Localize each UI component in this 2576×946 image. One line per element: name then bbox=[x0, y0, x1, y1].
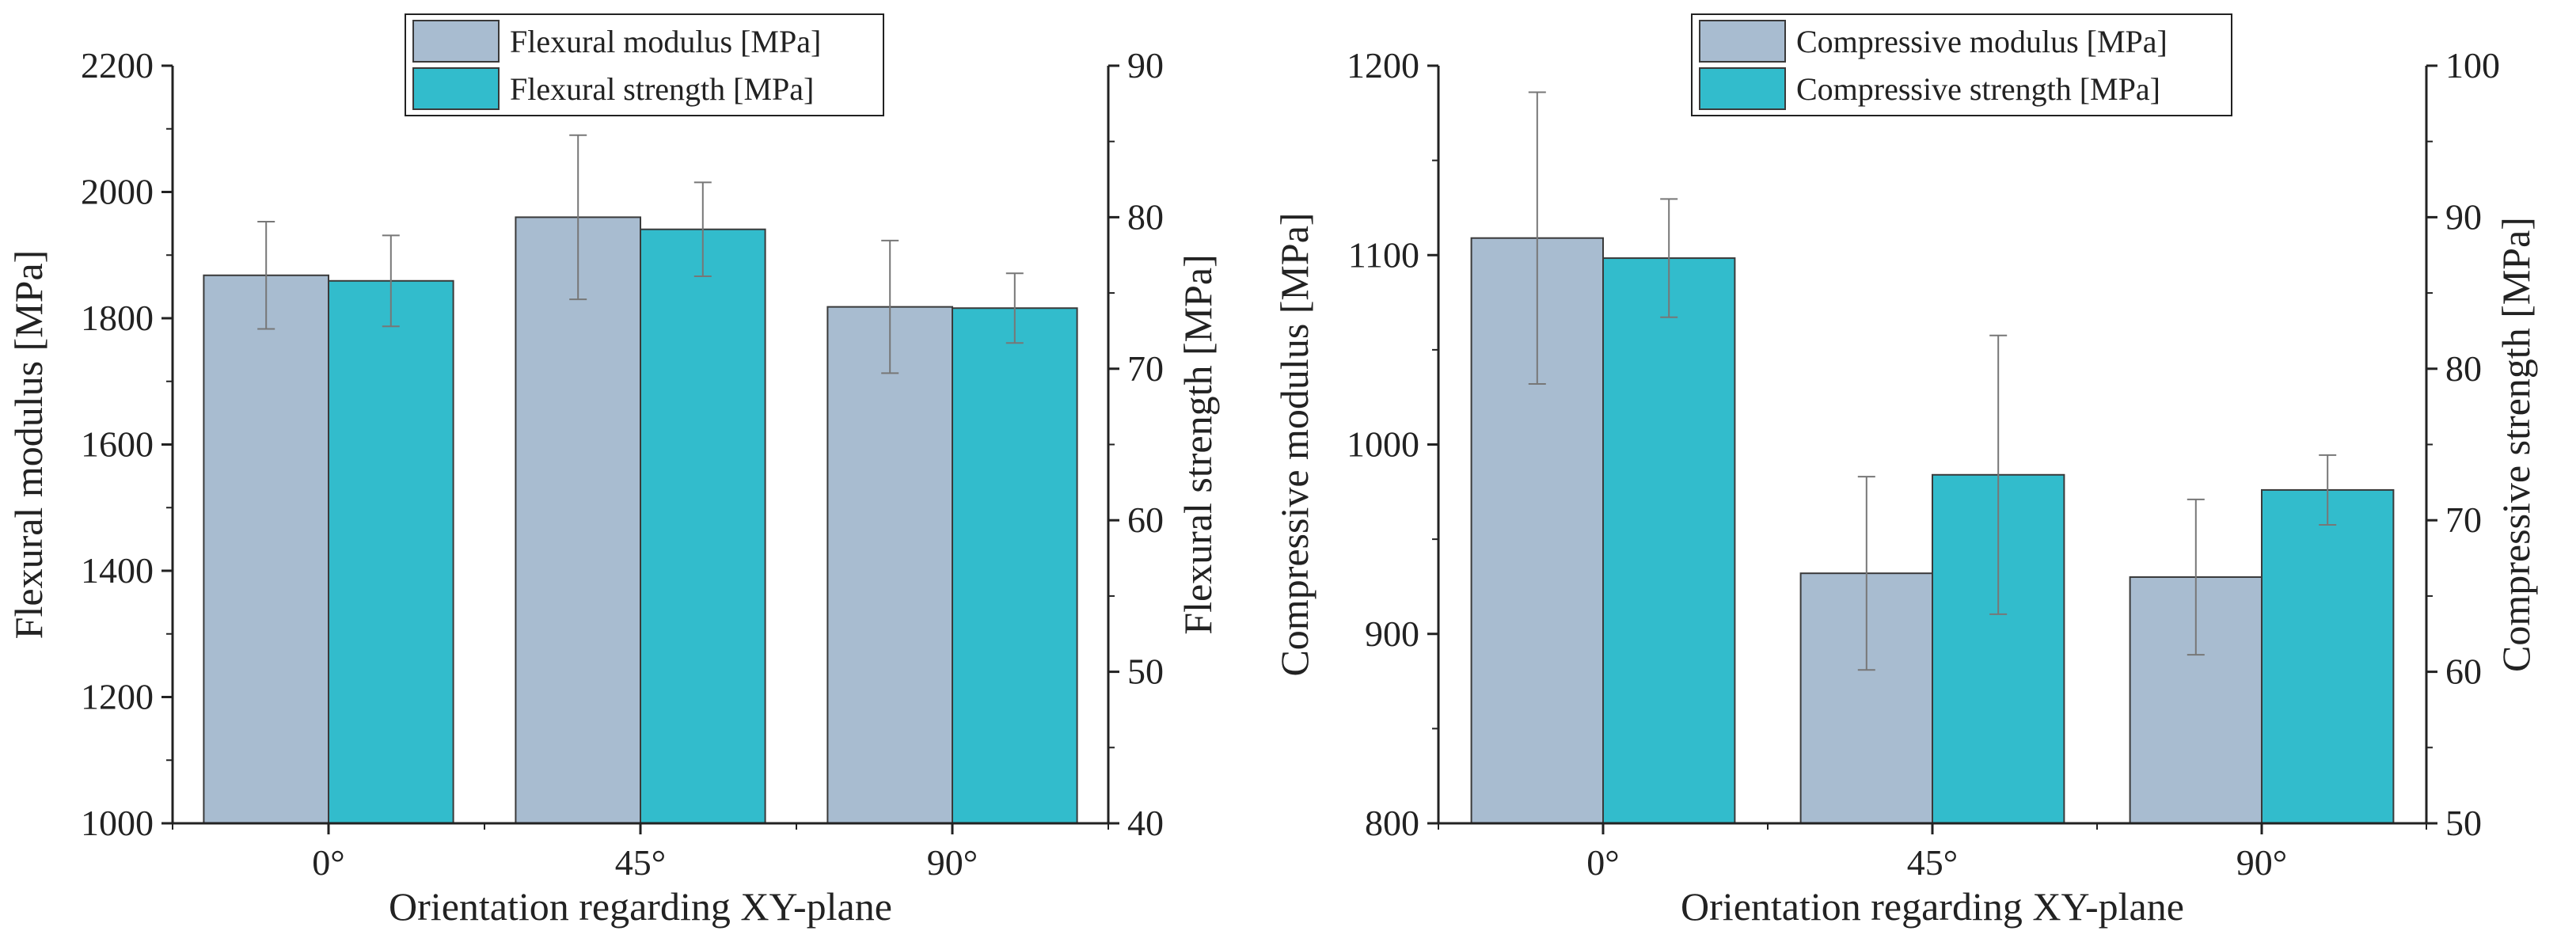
left-tick-label: 800 bbox=[1365, 803, 1419, 843]
right-tick-label: 90 bbox=[1127, 45, 1164, 85]
left-tick-label: 2000 bbox=[81, 172, 154, 212]
legend-label-strength: Flexural strength [MPa] bbox=[510, 71, 814, 107]
x-axis-title: Orientation regarding XY-plane bbox=[1681, 884, 2184, 929]
error-bar-strength-1 bbox=[1989, 334, 2008, 615]
x-tick-label: 45° bbox=[615, 842, 666, 883]
x-tick-label: 90° bbox=[2236, 842, 2287, 883]
legend: Compressive modulus [MPa] Compressive str… bbox=[1691, 13, 2232, 116]
left-tick-label: 1600 bbox=[81, 424, 154, 465]
bar-modulus-2 bbox=[826, 306, 954, 824]
left-tick-label: 1200 bbox=[1347, 45, 1419, 85]
left-axis-title: Flexural modulus [MPa] bbox=[6, 250, 51, 640]
left-axis-title: Compressive modulus [MPa] bbox=[1272, 212, 1316, 676]
legend-swatch-strength bbox=[1699, 67, 1786, 110]
bar-strength-1 bbox=[640, 228, 766, 825]
right-tick-label: 70 bbox=[2445, 500, 2482, 540]
legend-label-strength: Compressive strength [MPa] bbox=[1796, 71, 2160, 107]
x-axis-title: Orientation regarding XY-plane bbox=[389, 884, 892, 929]
x-tick-label: 90° bbox=[927, 842, 978, 883]
bar-strength-0 bbox=[328, 279, 454, 824]
right-tick-label: 80 bbox=[1127, 196, 1164, 237]
legend-swatch-strength bbox=[412, 67, 500, 110]
left-tick-label: 1100 bbox=[1348, 234, 1419, 275]
right-axis-title: Flexural strength [MPa] bbox=[1176, 254, 1220, 634]
right-tick-label: 80 bbox=[2445, 348, 2482, 389]
right-tick-label: 90 bbox=[2445, 196, 2482, 237]
bar-strength-2 bbox=[2261, 488, 2395, 824]
legend-swatch-modulus bbox=[1699, 20, 1786, 63]
error-bar-strength-0 bbox=[1660, 198, 1678, 318]
left-tick-label: 2200 bbox=[81, 45, 154, 85]
right-tick-label: 50 bbox=[1127, 652, 1164, 692]
left-tick-label: 1400 bbox=[81, 550, 154, 591]
right-tick-label: 100 bbox=[2445, 45, 2500, 85]
left-tick-label: 900 bbox=[1365, 614, 1419, 654]
left-tick-label: 1000 bbox=[1347, 424, 1419, 465]
right-tick-label: 70 bbox=[1127, 348, 1164, 389]
error-bar-modulus-2 bbox=[2187, 498, 2205, 656]
right-tick-label: 50 bbox=[2445, 803, 2482, 843]
bar-strength-2 bbox=[952, 307, 1078, 824]
error-bar-modulus-1 bbox=[569, 134, 587, 301]
bar-strength-0 bbox=[1602, 257, 1736, 824]
right-tick-label: 60 bbox=[2445, 652, 2482, 692]
x-tick-label: 45° bbox=[1907, 842, 1958, 883]
x-tick-label: 0° bbox=[1586, 842, 1619, 883]
right-tick-label: 40 bbox=[1127, 803, 1164, 843]
left-tick-label: 1800 bbox=[81, 298, 154, 338]
legend-label-modulus: Compressive modulus [MPa] bbox=[1796, 24, 2168, 59]
error-bar-modulus-1 bbox=[1857, 476, 1875, 671]
error-bar-modulus-0 bbox=[257, 220, 275, 330]
legend: Flexural modulus [MPa] Flexural strength … bbox=[405, 13, 884, 116]
error-bar-strength-1 bbox=[693, 181, 712, 278]
bar-modulus-0 bbox=[203, 274, 329, 824]
left-tick-label: 1000 bbox=[81, 803, 154, 843]
right-tick-label: 60 bbox=[1127, 500, 1164, 540]
error-bar-strength-0 bbox=[382, 234, 400, 328]
error-bar-strength-2 bbox=[1005, 272, 1024, 344]
error-bar-modulus-2 bbox=[881, 239, 899, 374]
right-axis-title: Compressive strength [MPa] bbox=[2494, 217, 2538, 672]
bar-modulus-1 bbox=[515, 216, 642, 824]
error-bar-strength-2 bbox=[2319, 454, 2337, 526]
legend-label-modulus: Flexural modulus [MPa] bbox=[510, 24, 821, 59]
error-bar-modulus-0 bbox=[1528, 91, 1546, 385]
flexural-chart: 1000 1200 1400 1600 1800 2000 2200 40 50 60 70 80 90… bbox=[6, 13, 1220, 929]
x-tick-label: 0° bbox=[312, 842, 344, 883]
compressive-chart: 800 900 1000 1100 1200 50 60 70 80 90 100 0° 45° 90° O… bbox=[1272, 13, 2538, 929]
left-tick-label: 1200 bbox=[81, 677, 154, 717]
legend-swatch-modulus bbox=[412, 20, 500, 63]
